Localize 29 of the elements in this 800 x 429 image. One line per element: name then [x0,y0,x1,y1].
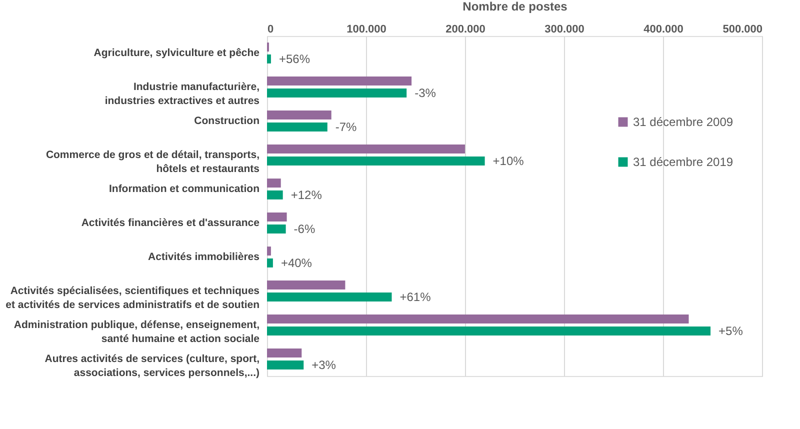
annotation: +12% [290,188,322,202]
x-tick-label: 500.000 [722,24,762,36]
annotation: -7% [335,120,358,134]
y-tick-label: Activités immobilières [148,251,260,263]
legend-label: 31 décembre 2009 [633,115,734,129]
x-tick-label: 100.000 [346,24,386,36]
y-tick-label: Agriculture, sylviculture et pêche [94,47,260,59]
y-tick-label: Administration publique, défense, enseignement, santé humaine et action sociale [14,319,260,345]
y-tick-label: Activités spécialisées, scientifiques et techniques et activités de services administratifs et de soutien [6,285,260,311]
y-tick-label: Activités financières et d'assurance [81,217,260,229]
y-tick-label: Industrie manufacturière, industries extractives et autres [104,81,260,107]
annotation: -6% [294,222,316,236]
y-tick-label: Commerce de gros et de détail, transports, hôtels et restaurants [46,149,260,175]
y-tick-label: Autres activités de services (culture, sport, associations, services personnels,...) [44,353,260,379]
annotation: +3% [312,358,336,372]
annotation: +10% [492,154,524,168]
x-tick-label: 300.000 [544,24,584,36]
y-tick-label: Information et communication [108,183,260,195]
y-tick-label: Construction [194,115,260,127]
x-tick-label: 400.000 [644,24,684,36]
x-tick-label: 0 [268,24,274,36]
x-tick-label: 200.000 [446,24,486,36]
annotation: -3% [414,86,436,100]
annotation: +40% [280,256,312,270]
annotation: +5% [718,324,744,338]
annotation: +56% [278,52,310,66]
annotation: +61% [400,290,432,304]
legend-label: 31 décembre 2019 [633,155,734,169]
x-axis-title: Nombre de postes [462,0,568,14]
